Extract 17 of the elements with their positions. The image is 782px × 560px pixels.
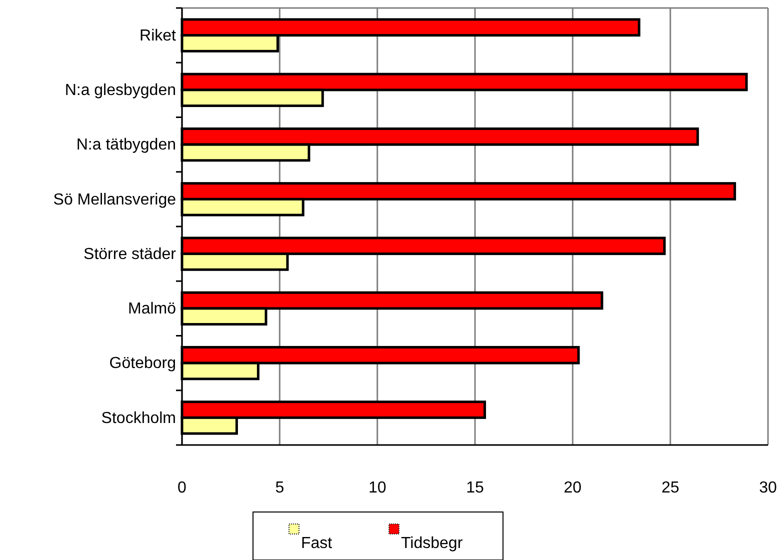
x-tick-label: 30 (759, 479, 777, 496)
y-tick-label: N:a tätbygden (76, 136, 176, 154)
y-tick-label: Större städer (84, 246, 177, 263)
y-tick-label: Stockholm (101, 410, 176, 427)
x-tick-label: 10 (368, 479, 386, 496)
legend-label: Tidsbegr (401, 535, 464, 552)
y-tick-label: N:a glesbygden (64, 82, 176, 100)
y-tick-label: Riket (140, 27, 177, 44)
x-tick-label: 5 (275, 479, 284, 496)
y-tick-label: Göteborg (109, 355, 176, 372)
x-tick-label: 20 (564, 479, 582, 496)
x-tick-label: 0 (178, 479, 187, 496)
x-tick-label: 25 (661, 479, 680, 496)
x-tick-label: 15 (466, 479, 484, 496)
y-tick-label: Malmö (128, 300, 176, 318)
legend-label: Fast (301, 535, 333, 552)
y-tick-label: Sö Mellansverige (53, 191, 176, 208)
